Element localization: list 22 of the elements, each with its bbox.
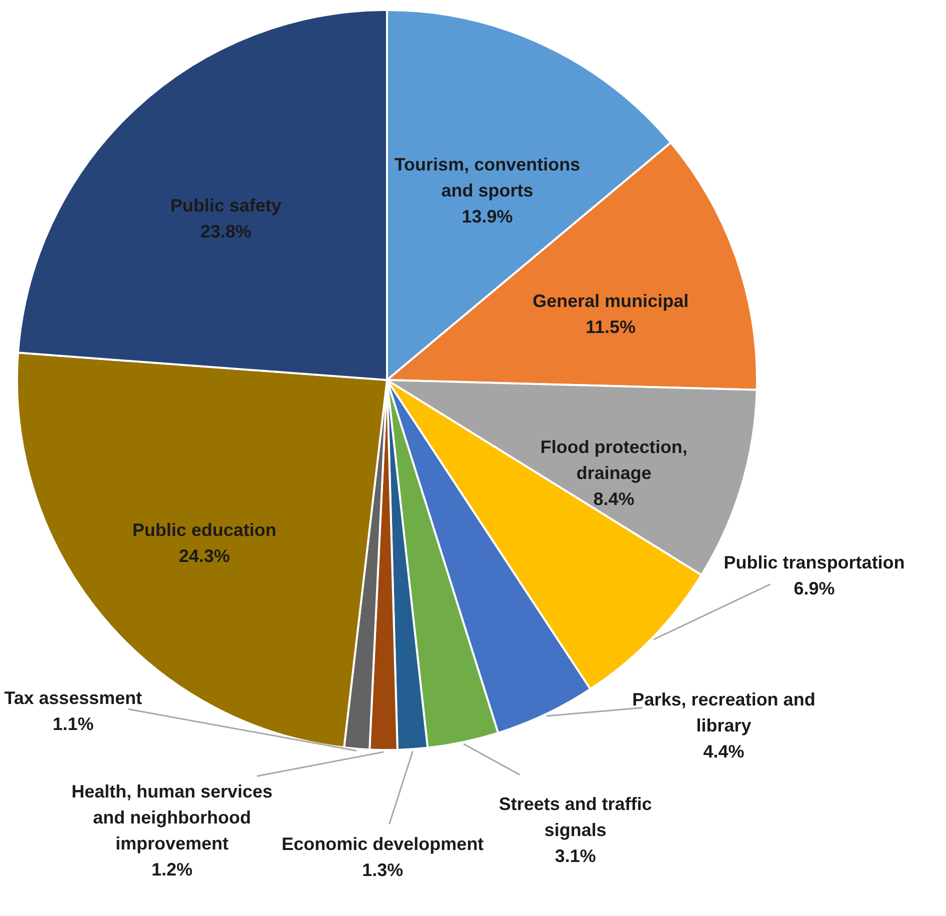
data-label: 4.4% <box>703 742 744 762</box>
slice-label: General municipal <box>532 291 689 312</box>
data-label: 3.1% <box>554 846 596 866</box>
data-label: 6.9% <box>794 578 835 598</box>
slice-label: Tax assessment <box>4 688 142 708</box>
data-label: 11.5% <box>586 317 636 338</box>
slice-label: Parks, recreation and library <box>632 690 816 736</box>
slice-label: Streets and traffic signals <box>498 794 652 840</box>
data-label: 1.3% <box>362 860 404 880</box>
slice-label: Economic development <box>282 834 484 854</box>
data-label: 1.1% <box>52 714 94 734</box>
slice-label: Health, human services and neighborhood improvement <box>71 781 273 854</box>
data-label: 13.9% <box>462 206 513 226</box>
data-label: 1.2% <box>151 859 193 880</box>
slice-label: Public transportation <box>724 552 905 572</box>
slice-label: Public safety <box>170 195 282 216</box>
slice-label: Tourism, conventions and sports <box>394 154 580 200</box>
slice-label: Flood protection, drainage <box>540 436 688 483</box>
data-label: 8.4% <box>593 488 634 509</box>
data-label: 23.8% <box>200 221 252 242</box>
data-label: 24.3% <box>178 546 230 566</box>
slice-label: Public education <box>132 520 276 540</box>
